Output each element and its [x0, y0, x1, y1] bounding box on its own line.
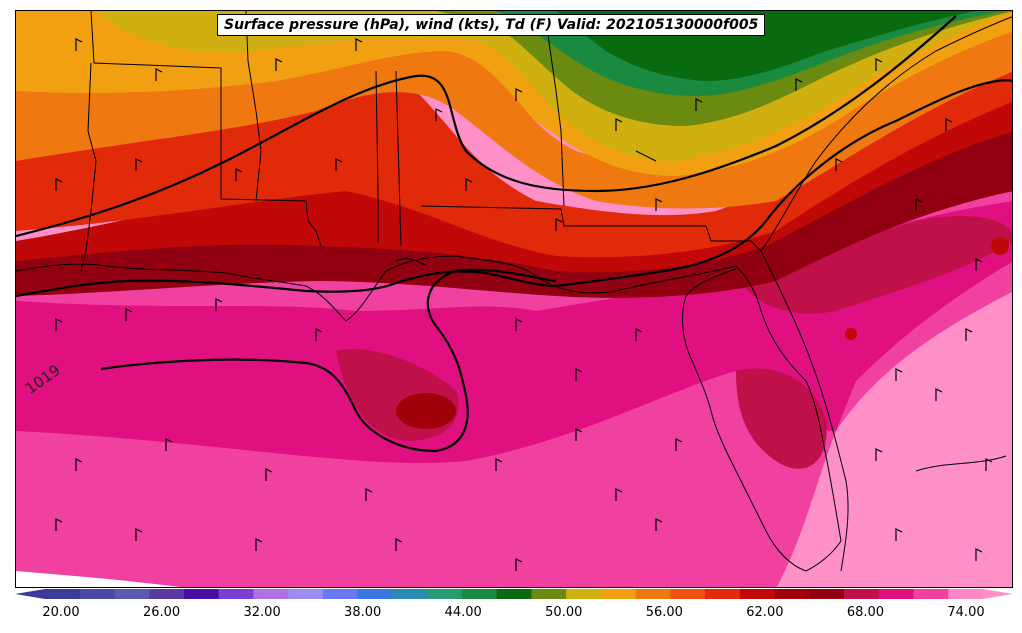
colorbar-segment — [149, 589, 185, 599]
colorbar-segment — [218, 589, 254, 599]
colorbar-segment — [357, 589, 393, 599]
colorbar-segment — [600, 589, 637, 599]
colorbar-tick-label: 20.00 — [42, 605, 80, 620]
colorbar-segment — [705, 589, 741, 599]
colorbar-segment — [183, 589, 220, 599]
colorbar-segment — [913, 589, 949, 599]
colorbar-min-arrow — [15, 589, 45, 599]
colorbar-tick-label: 32.00 — [243, 605, 281, 620]
colorbar-segment — [45, 589, 81, 599]
colorbar-segment — [635, 589, 671, 599]
colorbar-segment — [496, 589, 532, 599]
colorbar-segment — [739, 589, 776, 599]
colorbar-segment — [948, 589, 984, 599]
colorbar-ticks: 20.00 26.00 32.00 38.00 44.00 50.00 56.00 62.00… — [0, 605, 1022, 625]
colorbar-tick-label: 62.00 — [746, 605, 784, 620]
colorbar-segment — [392, 589, 428, 599]
colorbar-tick-label: 44.00 — [444, 605, 482, 620]
colorbar-segment — [670, 589, 706, 599]
colorbar-segment — [774, 589, 810, 599]
colorbar-max-arrow — [983, 589, 1013, 599]
colorbar — [15, 589, 1013, 599]
colorbar-segment — [531, 589, 567, 599]
colorbar-segment — [566, 589, 602, 599]
colorbar-tick-label: 74.00 — [947, 605, 985, 620]
colorbar-segment — [253, 589, 289, 599]
colorbar-segment — [288, 589, 324, 599]
dewpoint-field — [16, 11, 1012, 587]
colorbar-tick-label: 68.00 — [846, 605, 885, 620]
weather-map — [15, 10, 1013, 588]
colorbar-segment — [114, 589, 150, 599]
colorbar-tick-label: 56.00 — [645, 605, 683, 620]
colorbar-segment — [322, 589, 359, 599]
colorbar-segment — [461, 589, 498, 599]
colorbar-segment — [809, 589, 845, 599]
colorbar-tick-label: 50.00 — [545, 605, 583, 620]
colorbar-segment — [427, 589, 463, 599]
colorbar-segment — [878, 589, 915, 599]
map-title: Surface pressure (hPa), wind (kts), Td (… — [217, 14, 766, 36]
colorbar-tick-label: 38.00 — [344, 605, 382, 620]
colorbar-segment — [844, 589, 880, 599]
colorbar-segment — [79, 589, 115, 599]
colorbar-tick-label: 26.00 — [142, 605, 181, 620]
